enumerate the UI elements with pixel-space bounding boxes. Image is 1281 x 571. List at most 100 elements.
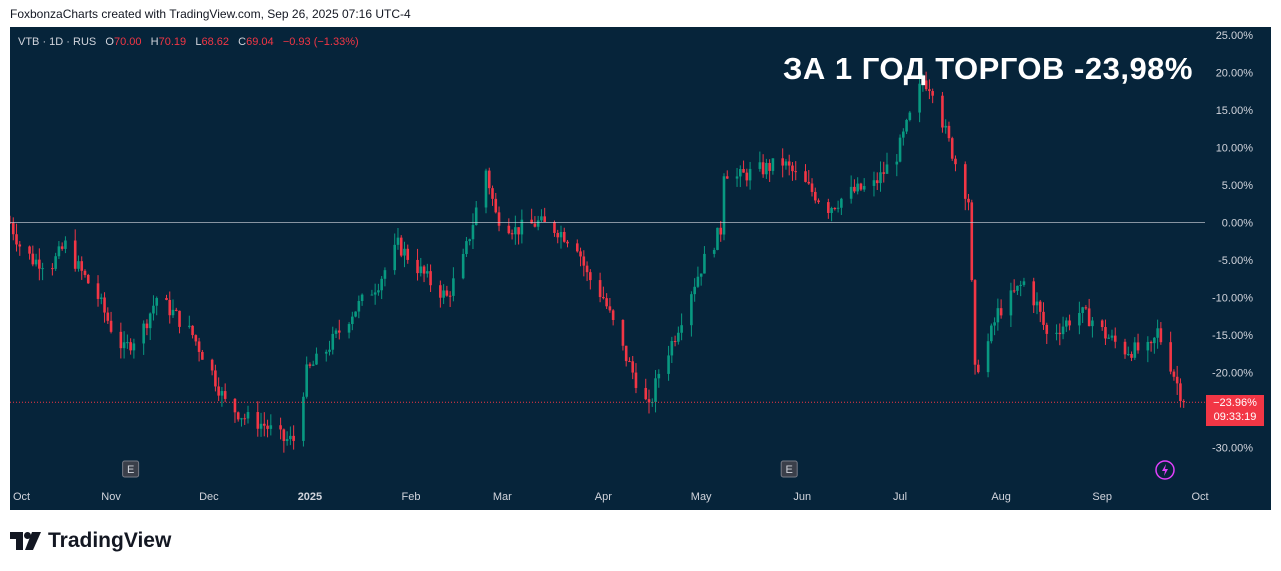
candle-body <box>422 266 426 274</box>
candle-body <box>360 294 364 302</box>
candle-body <box>106 312 110 321</box>
candle <box>566 240 569 248</box>
candle <box>465 236 468 257</box>
candle-body <box>739 169 742 177</box>
candle-body <box>895 161 899 165</box>
candle <box>487 167 491 195</box>
candle-body <box>882 172 886 174</box>
earnings-marker[interactable]: E <box>122 460 140 478</box>
candle <box>696 266 700 288</box>
candle-body <box>1169 342 1172 372</box>
candle <box>533 216 537 228</box>
candle <box>673 335 677 347</box>
candle-body <box>908 112 912 120</box>
candle-body <box>419 266 423 274</box>
x-axis: Oct Nov Dec 2025 Feb Mar Apr May Jun Jul Aug Sep Oct <box>13 491 1209 503</box>
candle <box>285 431 289 446</box>
candle <box>471 213 475 250</box>
candle <box>817 198 820 204</box>
candle <box>171 299 175 318</box>
candle <box>461 248 465 280</box>
candle-body <box>1175 376 1179 384</box>
candle <box>602 286 605 300</box>
y-tick-label: 15.00% <box>1216 105 1254 117</box>
candle <box>289 426 292 446</box>
candlestick-chart[interactable]: 25.00% 20.00% 15.00% 10.00% 5.00% 0.00% -5.00%… <box>10 27 1271 510</box>
candle-body <box>931 91 934 96</box>
candle <box>99 293 103 305</box>
candle <box>1058 323 1062 346</box>
candle <box>129 338 132 355</box>
candle <box>259 412 263 437</box>
candle <box>103 292 106 323</box>
candle-body <box>566 241 569 244</box>
candle-body <box>168 299 172 316</box>
candle <box>1169 331 1172 375</box>
candle <box>214 364 217 392</box>
lightning-icon[interactable] <box>1155 460 1175 480</box>
candle-body <box>285 439 289 441</box>
candle-body <box>399 237 403 256</box>
tradingview-logo[interactable]: TradingView <box>10 529 171 553</box>
candle-body <box>977 364 980 373</box>
candle-body <box>510 233 514 235</box>
candle-body <box>223 391 227 399</box>
candle <box>973 279 977 375</box>
candle <box>422 264 426 283</box>
candle-body <box>282 429 286 441</box>
candle <box>302 392 305 447</box>
candle-body <box>1038 301 1042 312</box>
change-value: −0.93 (−1.33%) <box>282 36 359 48</box>
candle-body <box>347 324 351 333</box>
last-price-value: −23.96% <box>1213 397 1257 409</box>
candle-body <box>292 435 295 441</box>
candle-body <box>1133 342 1137 358</box>
candle-body <box>1123 341 1127 355</box>
candle <box>608 297 612 313</box>
candle <box>882 161 886 183</box>
candle-body <box>1035 301 1039 306</box>
candle <box>403 241 406 268</box>
candle <box>266 419 269 438</box>
candle-body <box>830 207 833 213</box>
candle <box>928 79 931 100</box>
candle <box>474 201 478 226</box>
candle <box>722 173 726 241</box>
candle-body <box>31 253 35 265</box>
symbol-label[interactable]: VTB · 1D · RUS <box>18 36 97 48</box>
candle-body <box>996 308 1000 323</box>
lightning-icon-ring <box>1155 460 1175 480</box>
candle-body <box>634 372 638 388</box>
candle <box>416 248 419 281</box>
candle-body <box>1009 290 1013 316</box>
candle-body <box>598 280 602 298</box>
candle <box>1179 378 1182 408</box>
candle <box>1084 305 1088 310</box>
candle-body <box>220 391 224 396</box>
candle-body <box>289 435 292 440</box>
candle <box>628 357 631 363</box>
candle <box>80 256 84 280</box>
candle-body <box>699 273 703 277</box>
candle <box>898 134 902 163</box>
candle <box>582 250 586 277</box>
candle-body <box>758 162 762 169</box>
candle-body <box>302 396 305 441</box>
y-tick-label: 0.00% <box>1222 218 1253 230</box>
lightning-icon-bolt <box>1162 464 1168 476</box>
candle-body <box>1032 281 1036 306</box>
candle-body <box>859 183 863 190</box>
candle-body <box>810 183 814 192</box>
candle-body <box>585 265 589 273</box>
candle <box>794 161 798 181</box>
candle-body <box>530 219 533 224</box>
candle <box>742 160 745 173</box>
candle-body <box>487 170 491 189</box>
earnings-marker[interactable]: E <box>780 460 798 478</box>
chart-panel[interactable]: 25.00% 20.00% 15.00% 10.00% 5.00% 0.00% -5.00%… <box>10 27 1271 510</box>
candle <box>484 168 488 214</box>
candle-body <box>197 341 201 352</box>
candle <box>902 128 905 146</box>
candle <box>220 387 224 407</box>
candle-body <box>657 373 661 379</box>
